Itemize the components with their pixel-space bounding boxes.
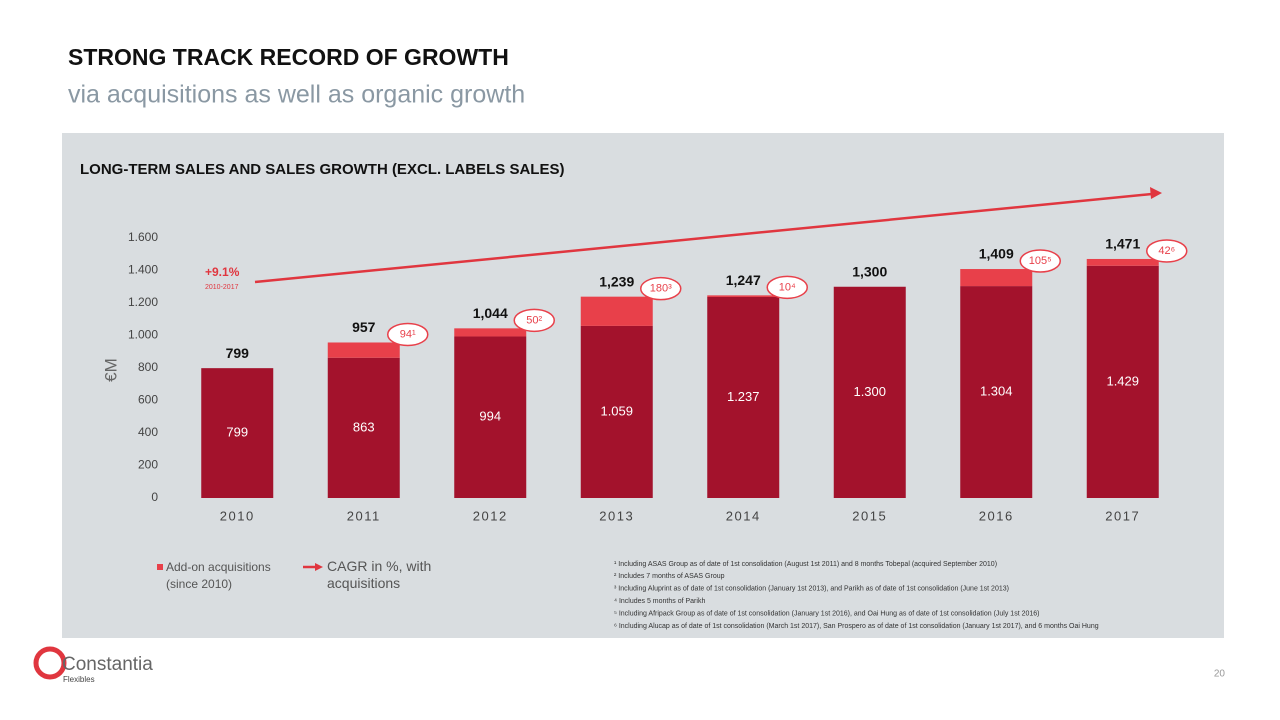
y-tick-label: 400: [138, 425, 158, 439]
total-label: 957: [352, 319, 376, 335]
legend-acquisitions: Add-on acquisitions (since 2010): [166, 560, 271, 591]
organic-label: 863: [353, 419, 375, 434]
organic-bar: [580, 325, 653, 498]
footnote: ¹ Including ASAS Group as of date of 1st…: [614, 561, 997, 568]
y-tick-label: 1.000: [128, 328, 158, 342]
footnote: ⁵ Including Afripack Group as of date of…: [614, 610, 1040, 617]
x-tick-label: 2012: [473, 508, 508, 523]
total-label: 1,471: [1105, 236, 1140, 252]
organic-label: 799: [226, 425, 248, 440]
organic-label: 1.429: [1106, 373, 1139, 388]
slide-title: STRONG TRACK RECORD OF GROWTH: [68, 44, 509, 70]
acquisition-label: 10⁴: [779, 281, 796, 293]
y-tick-label: 0: [151, 490, 158, 504]
total-label: 799: [226, 345, 250, 361]
footnote: ⁴ Includes 5 months of Parikh: [614, 598, 705, 605]
acquisition-pill: [1019, 249, 1061, 273]
cagr-arrowhead: [1150, 187, 1162, 199]
y-tick-label: 1.200: [128, 295, 158, 309]
total-label: 1,247: [726, 272, 761, 288]
total-label: 1,239: [599, 273, 634, 289]
acquisition-label: 105⁵: [1029, 255, 1052, 267]
acquisition-pill: [640, 276, 682, 301]
organic-label: 1.304: [980, 383, 1013, 398]
x-tick-label: 2017: [1105, 508, 1140, 523]
organic-bar: [707, 296, 780, 498]
page-number: 20: [1214, 669, 1226, 680]
x-tick-label: 2013: [599, 508, 634, 523]
cagr-period: 2010-2017: [205, 284, 239, 291]
acquisition-label: 180³: [650, 283, 672, 295]
acquisition-bar: [707, 295, 780, 297]
footnote: ³ Including Aluprint as of date of 1st c…: [614, 586, 1009, 593]
organic-label: 994: [479, 409, 501, 424]
organic-bar: [833, 286, 906, 498]
organic-label: 1.059: [600, 403, 633, 418]
y-tick-label: 1.600: [128, 230, 158, 244]
cagr-arrow: [254, 192, 1153, 284]
acquisition-bar: [454, 328, 527, 337]
organic-bar: [327, 357, 400, 498]
brand: Constantia: [62, 654, 153, 675]
acquisition-label: 42⁶: [1158, 245, 1175, 257]
acquisition-pill: [1146, 239, 1188, 263]
cagr-legend-head: [315, 563, 323, 571]
acquisition-bar: [580, 296, 653, 326]
organic-label: 1.300: [853, 384, 886, 399]
organic-bar: [960, 286, 1033, 498]
acquisition-label: 50²: [526, 314, 542, 326]
x-tick-label: 2016: [979, 508, 1014, 523]
footnote: ² Includes 7 months of ASAS Group: [614, 573, 725, 580]
brand-sub: Flexibles: [63, 675, 95, 684]
total-label: 1,300: [852, 263, 887, 279]
y-tick-label: 800: [138, 360, 158, 374]
total-label: 1,409: [979, 246, 1014, 262]
legend-cagr: CAGR in %, with acquisitions: [327, 558, 432, 591]
acquisition-label: 94¹: [400, 328, 416, 340]
y-tick-label: 200: [138, 458, 158, 472]
y-tick-label: 1.400: [128, 263, 158, 277]
acquisition-pill: [387, 322, 429, 347]
organic-bar: [454, 336, 527, 498]
organic-label: 1.237: [727, 389, 760, 404]
x-tick-label: 2010: [220, 508, 255, 523]
y-axis-label: €M: [101, 358, 120, 382]
slide-subtitle: via acquisitions as well as organic grow…: [68, 81, 525, 109]
organic-bar: [1086, 265, 1159, 498]
y-tick-label: 600: [138, 393, 158, 407]
legend-swatch: [157, 564, 163, 570]
x-tick-label: 2014: [726, 508, 761, 523]
organic-bar: [201, 368, 274, 498]
x-tick-label: 2011: [347, 508, 381, 523]
footnote: ⁶ Including Alucap as of date of 1st con…: [614, 623, 1099, 630]
logo-mark: [33, 646, 67, 680]
acquisition-bar: [960, 269, 1033, 287]
acquisition-bar: [327, 342, 400, 358]
x-tick-label: 2015: [852, 508, 887, 523]
acquisition-pill: [766, 275, 808, 300]
acquisition-pill: [513, 308, 555, 333]
acquisition-bar: [1086, 258, 1159, 266]
total-label: 1,044: [473, 305, 508, 321]
chart-title: LONG-TERM SALES AND SALES GROWTH (EXCL. …: [80, 161, 564, 178]
cagr-label: +9.1%: [205, 265, 240, 279]
